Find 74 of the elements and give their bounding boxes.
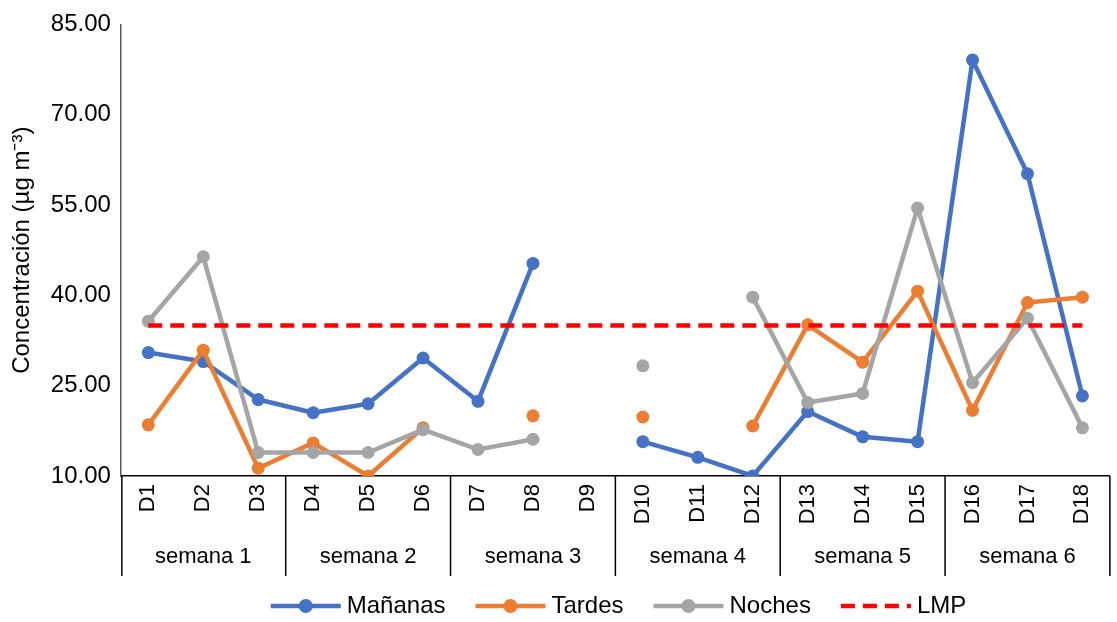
x-tick-label: D8 [519,484,545,513]
point [251,461,265,475]
y-tick-label: 10.00 [50,460,111,488]
y-tick-label: 70.00 [50,99,111,127]
x-tick-label: D7 [464,484,490,513]
point [306,406,320,420]
x-tick-label: D18 [1068,484,1094,525]
x-tick-label: D10 [628,484,654,525]
x-tick-label: D6 [409,484,435,513]
point [856,430,870,444]
point [966,376,980,390]
point [526,432,540,446]
legend-label: Mañanas [346,590,446,618]
y-tick-label: 25.00 [50,370,111,398]
point [1075,389,1089,403]
point [471,443,485,457]
legend-label: LMP [916,590,967,618]
point [196,343,210,357]
y-tick-label: 85.00 [50,9,111,37]
point [636,410,650,424]
x-tick-label: D13 [793,484,819,525]
text: semana 6 [979,543,1076,569]
legend-label: Noches [729,590,811,618]
point [526,256,540,270]
point [1075,290,1089,304]
point [911,284,925,298]
point [251,446,265,460]
point [1075,421,1089,435]
x-tick-label: D1 [134,484,160,513]
y-axis-title: Concentración (µg m⁻³) [7,126,35,374]
text: semana 5 [814,543,911,569]
point [911,201,925,215]
x-tick-label: D2 [189,484,215,513]
point [746,419,760,433]
x-tick-label: D4 [299,484,325,513]
point [801,396,815,410]
x-tick-label: D3 [244,484,270,513]
y-tick-label: 40.00 [50,279,111,307]
text: semana 2 [319,543,417,569]
point [471,394,485,408]
point [141,418,155,432]
point [141,346,155,360]
point [526,409,540,423]
point [856,387,870,401]
point [1020,311,1034,325]
x-tick-label: D14 [848,484,874,525]
point [636,435,650,449]
point [856,355,870,369]
point [196,250,210,264]
point [911,435,925,449]
point [361,446,375,460]
point [1020,167,1034,181]
x-tick-label: D16 [958,484,984,525]
point [1020,296,1034,310]
point [416,351,430,365]
x-tick-label: D15 [903,484,929,525]
x-tick-label: D12 [738,484,764,525]
text: semana 4 [649,543,747,569]
point [966,53,980,67]
point [306,446,320,460]
point [746,290,760,304]
point [361,397,375,411]
point [636,359,650,373]
x-tick-label: D17 [1013,484,1039,525]
text: semana 1 [154,543,252,569]
x-tick-label: D5 [354,484,380,513]
text: semana 3 [484,543,582,569]
y-tick-label: 55.00 [50,189,111,217]
legend-label: Tardes [551,590,624,618]
x-tick-label: D9 [573,484,599,513]
point [691,450,705,464]
point [966,403,980,417]
point [251,393,265,407]
x-tick-label: D11 [683,484,709,523]
